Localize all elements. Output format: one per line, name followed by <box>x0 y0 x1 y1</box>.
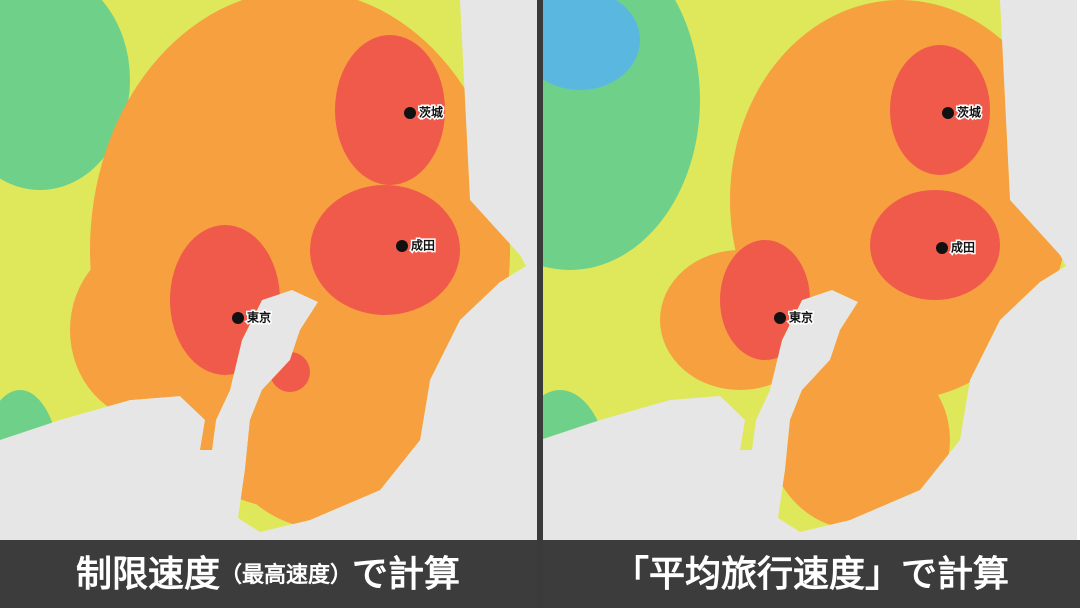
land <box>0 0 526 532</box>
airport-label: 東京 <box>247 310 271 325</box>
airport: 東京 <box>232 308 273 326</box>
caption: 制限速度（最高速度）で計算 <box>76 554 460 595</box>
caption-main: 「平均旅行速度」 <box>613 554 901 595</box>
caption-bar <box>543 540 1080 608</box>
airport-label: 茨城 <box>957 105 981 120</box>
airport: 茨城 <box>942 103 983 121</box>
caption: 「平均旅行速度」で計算 <box>613 554 1009 595</box>
airport-label: 東京 <box>789 310 813 325</box>
caption-tail: で計算 <box>352 554 460 595</box>
airport-label: 茨城 <box>419 105 443 120</box>
caption-tail: で計算 <box>901 554 1009 595</box>
airport-label: 成田 <box>411 238 435 253</box>
airport: 成田 <box>396 236 437 254</box>
airport: 茨城 <box>404 103 445 121</box>
land <box>540 0 1066 532</box>
caption-bar <box>0 540 537 608</box>
airport: 成田 <box>936 238 977 256</box>
divider <box>537 0 543 608</box>
caption-main: 制限速度 <box>76 554 220 595</box>
map-panel: 茨城 成田 東京 <box>0 0 537 540</box>
caption-sub: （最高速度） <box>220 562 352 588</box>
map-panel: 茨城 成田 東京 <box>540 0 1077 540</box>
airport-label: 成田 <box>951 240 975 255</box>
airport: 東京 <box>774 308 815 326</box>
